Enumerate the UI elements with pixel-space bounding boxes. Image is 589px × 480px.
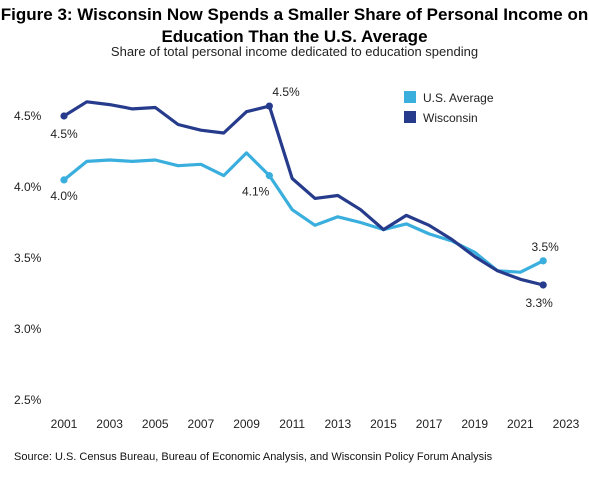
wisconsin-line (62, 100, 545, 287)
legend-swatch (404, 111, 416, 123)
x-tick-label: 2021 (507, 417, 534, 431)
data-label: 4.5% (50, 127, 78, 141)
chart-title: Figure 3: Wisconsin Now Spends a Smaller… (0, 4, 589, 48)
legend-swatch (404, 91, 416, 103)
y-tick-label: 4.5% (14, 109, 42, 123)
data-label: 3.5% (532, 240, 560, 254)
legend-label: U.S. Average (423, 91, 494, 105)
line-chart: 2.5%3.0%3.5%4.0%4.5% 2001 2003 2005 2007 200… (14, 85, 580, 431)
data-point-marker (60, 112, 68, 120)
chart-subtitle: Share of total personal income dedicated… (110, 44, 479, 59)
x-tick-label: 2019 (461, 417, 488, 431)
x-tick-label: 2005 (142, 417, 169, 431)
y-tick-label: 3.0% (14, 322, 42, 336)
x-tick-label: 2001 (51, 417, 78, 431)
series-lines (62, 100, 545, 287)
data-point-marker (60, 176, 68, 184)
legend: U.S. Average Wisconsin (404, 91, 494, 125)
source-note: Source: U.S. Census Bureau, Bureau of Ec… (14, 451, 493, 463)
annotated-points (60, 102, 547, 289)
data-point-marker (539, 281, 547, 289)
legend-label: Wisconsin (423, 111, 478, 125)
y-axis: 2.5% 3.0% 3.5% 4.0% 4.5% (14, 109, 42, 407)
chart-title-line-1: Figure 3: Wisconsin Now Spends a Smaller… (0, 5, 589, 24)
data-point-marker (539, 257, 547, 265)
x-tick-label: 2007 (188, 417, 215, 431)
data-labels: 4.0% 4.5% 4.5% 4.1% 3.5% 3.3% (50, 85, 559, 310)
x-tick-label: 2011 (279, 417, 305, 431)
y-tick-label: 2.5% (14, 393, 42, 407)
x-tick-label: 2015 (370, 417, 397, 431)
x-axis: 2001 2003 2005 2007 2009 2011 2013 2015 2017 2019… (51, 417, 580, 431)
data-label: 4.5% (272, 85, 300, 99)
x-tick-label: 2009 (233, 417, 260, 431)
x-tick-label: 2023 (553, 417, 580, 431)
x-tick-label: 2003 (96, 417, 123, 431)
x-tick-label: 2013 (324, 417, 351, 431)
x-tick-label: 2017 (416, 417, 443, 431)
data-point-marker (265, 102, 273, 110)
data-point-marker (265, 172, 273, 180)
data-label: 4.1% (242, 185, 270, 199)
data-label: 4.0% (50, 189, 78, 203)
y-tick-label: 3.5% (14, 251, 42, 265)
chart-title-line-2: Education Than the U.S. Average (161, 27, 428, 46)
data-label: 3.3% (526, 296, 554, 310)
y-tick-label: 4.0% (14, 180, 42, 194)
